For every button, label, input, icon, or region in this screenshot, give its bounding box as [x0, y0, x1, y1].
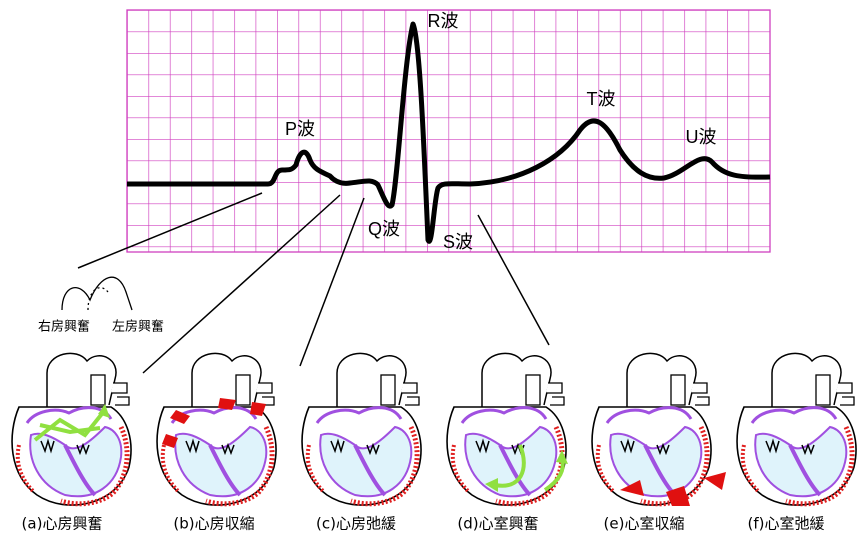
u-wave-label: U波	[686, 127, 717, 147]
contraction-arrows	[162, 398, 726, 506]
s-wave-label: S波	[443, 232, 473, 252]
ecg-trace	[127, 21, 771, 244]
panel-caption: (b)心房収縮	[173, 515, 254, 533]
heart	[302, 353, 421, 505]
heart-panels	[12, 353, 856, 505]
excitation-arrowheads	[98, 404, 568, 492]
heart	[447, 353, 566, 505]
t-wave-label: T波	[587, 89, 616, 109]
panel-caption: (d)心室興奮	[457, 515, 538, 533]
atria-icon	[61, 276, 133, 311]
q-wave-label: Q波	[368, 219, 400, 239]
panel-caption: (a)心房興奮	[22, 515, 103, 533]
pointer-lines	[77, 192, 550, 374]
right-atrium-label: 右房興奮	[38, 319, 90, 335]
panel-caption: (e)心室収縮	[604, 515, 685, 533]
left-atrium-label: 左房興奮	[112, 319, 164, 335]
heart	[157, 353, 276, 505]
ecg-grid	[126, 9, 771, 253]
p-wave-label: P波	[285, 119, 315, 139]
panel-caption: (c)心房弛緩	[316, 515, 396, 533]
heart	[737, 353, 856, 505]
panel-caption: (f)心室弛緩	[748, 515, 825, 533]
heart	[592, 353, 711, 505]
r-wave-label: R波	[428, 11, 459, 31]
